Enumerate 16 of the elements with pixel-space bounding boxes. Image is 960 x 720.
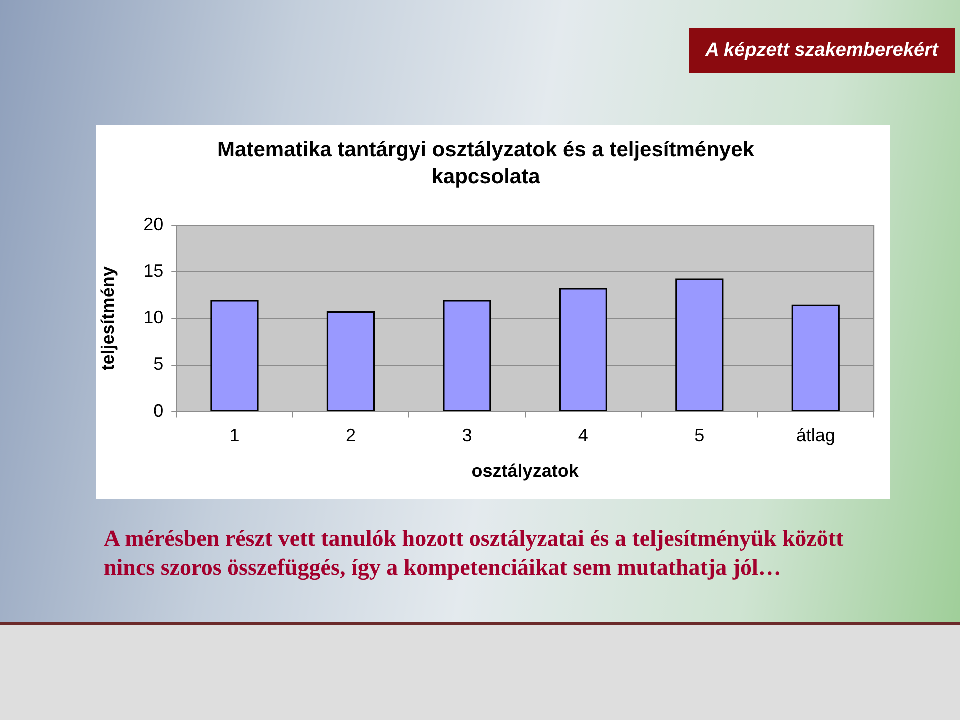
x-tick-label: 4 [578,426,588,446]
x-tick-label: 2 [346,426,356,446]
chart-title: Matematika tantárgyi osztályzatok és a teljesítmények kapcsolata [218,138,755,189]
y-tick-label: 0 [154,400,164,421]
x-tick-label: 1 [230,426,240,446]
text: A képzett szakemberekért [689,28,955,73]
x-tick-label: 5 [694,426,705,446]
x-axis-title: osztályzatok [472,461,580,482]
y-axis-title: teljesítmény [98,266,118,371]
y-tick-label: 10 [144,308,164,328]
y-tick-label: 15 [144,261,164,282]
x-tick-label: 3 [462,426,472,446]
y-tick-label: 5 [154,354,164,374]
text: A mérésben részt vett tanulók hozott osztályzatai és a teljesítményük között nincs szoros összefüggés, így a kompetenciáikat sem mutathatja jól… [104,525,845,582]
x-tick-label: átlag [796,426,836,446]
y-tick-label: 20 [144,214,164,235]
